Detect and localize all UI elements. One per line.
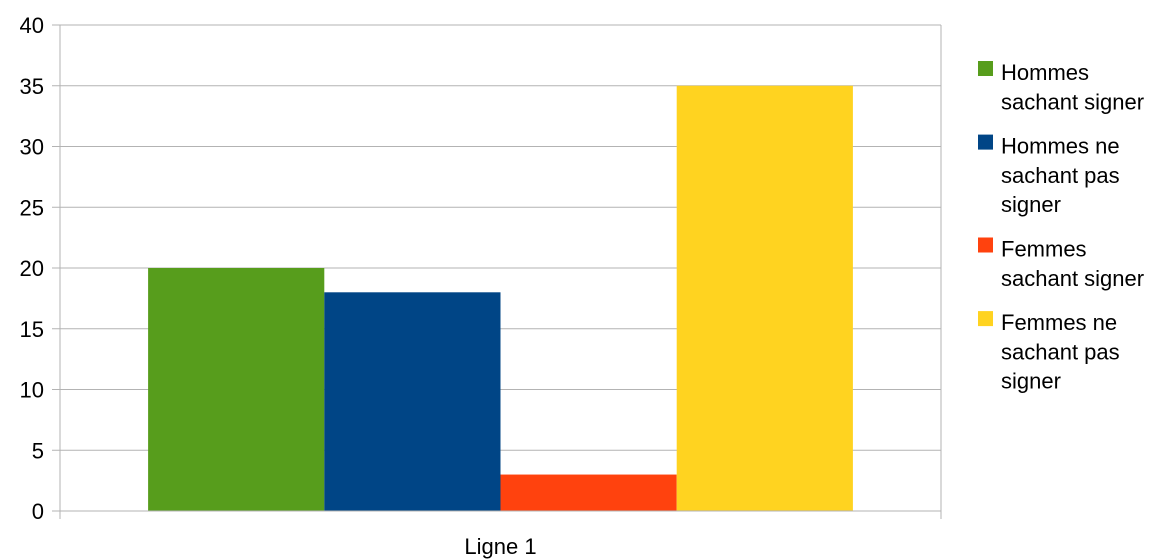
- y-tick-label: 30: [20, 135, 44, 160]
- axes: 0 5 10 15 20 25 30 35 40 Ligne 1: [20, 13, 942, 559]
- legend-label-line: sachant signer: [1001, 266, 1144, 291]
- x-tick-label: Ligne 1: [464, 534, 536, 559]
- legend-entry-3: Femmes ne sachant pas signer: [1001, 310, 1120, 394]
- y-tick-label: 0: [32, 499, 44, 524]
- legend-label-line: sachant signer: [1001, 89, 1144, 114]
- bars: [148, 85, 853, 511]
- bar-femmes-sachant-signer: [500, 474, 677, 511]
- legend-label-line: signer: [1001, 369, 1061, 394]
- legend-label-line: Femmes: [1001, 237, 1087, 262]
- y-tick-label: 25: [20, 195, 44, 220]
- y-tick-label: 5: [32, 438, 44, 463]
- legend: Hommes sachant signer Hommes ne sachant pas…: [978, 60, 1144, 394]
- y-tick-label: 20: [20, 256, 44, 281]
- legend-label-line: Hommes ne: [1001, 134, 1120, 159]
- y-tick-label: 40: [20, 13, 44, 38]
- legend-entry-0: Hommes sachant signer: [1001, 60, 1144, 114]
- legend-label-line: sachant pas: [1001, 339, 1120, 364]
- legend-label-line: sachant pas: [1001, 163, 1120, 188]
- y-tick-label: 10: [20, 378, 44, 403]
- bar-hommes-sachant-signer: [148, 268, 325, 511]
- legend-entry-1: Hommes ne sachant pas signer: [1001, 134, 1120, 218]
- legend-label-line: Hommes: [1001, 60, 1089, 85]
- y-tick-label: 35: [20, 74, 44, 99]
- bar-femmes-ne-sachant-pas-signer: [676, 85, 853, 511]
- bar-hommes-ne-sachant-pas-signer: [324, 292, 501, 511]
- legend-label-line: signer: [1001, 192, 1061, 217]
- legend-swatch-2: [978, 237, 993, 253]
- legend-label-line: Femmes ne: [1001, 310, 1117, 335]
- y-tick-label: 15: [20, 317, 44, 342]
- legend-entry-2: Femmes sachant signer: [1001, 237, 1144, 291]
- legend-swatch-3: [978, 311, 993, 327]
- legend-swatch-0: [978, 61, 993, 76]
- legend-swatch-1: [978, 134, 993, 150]
